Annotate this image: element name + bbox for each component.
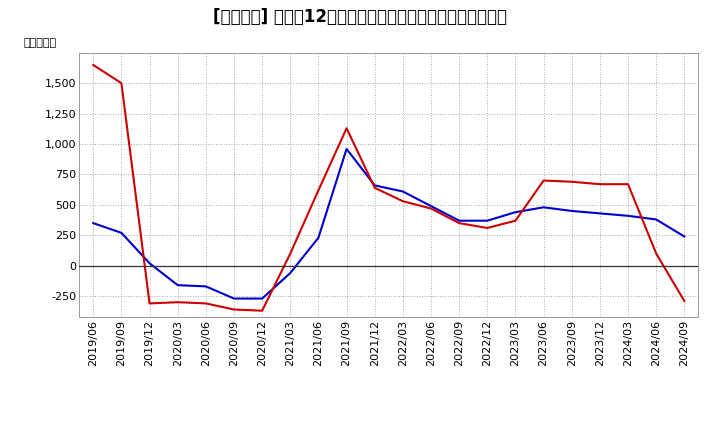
経常利益 [258,296,266,301]
当期純利益 [286,251,294,256]
当期純利益 [427,206,436,211]
当期純利益 [314,187,323,193]
経常利益 [595,211,604,216]
当期純利益 [511,218,520,224]
経常利益 [314,235,323,240]
経常利益 [680,234,688,239]
当期純利益 [230,307,238,312]
当期純利益 [117,81,126,86]
Text: （百万円）: （百万円） [24,37,57,48]
当期純利益 [399,198,408,204]
当期純利益 [174,300,182,305]
当期純利益 [455,220,464,226]
経常利益 [427,203,436,209]
当期純利益 [624,182,632,187]
当期純利益 [258,308,266,313]
当期純利益 [202,301,210,306]
当期純利益 [370,185,379,191]
当期純利益 [483,225,492,231]
当期純利益 [595,182,604,187]
経常利益 [370,183,379,188]
経常利益 [483,218,492,224]
経常利益 [230,296,238,301]
経常利益 [145,260,154,266]
経常利益 [202,284,210,289]
経常利益 [624,213,632,219]
経常利益 [117,230,126,235]
経常利益 [174,282,182,288]
経常利益 [455,218,464,224]
経常利益 [89,220,98,226]
経常利益 [342,146,351,151]
経常利益 [539,205,548,210]
当期純利益 [567,179,576,184]
当期純利益 [680,298,688,304]
経常利益 [399,189,408,194]
当期純利益 [652,251,660,256]
経常利益 [286,270,294,275]
Line: 経常利益: 経常利益 [94,149,684,299]
当期純利益 [342,125,351,131]
Text: [９４２４] 利益だ12か月移動合計の対前年同期増減額の推移: [９４２４] 利益だ12か月移動合計の対前年同期増減額の推移 [213,8,507,26]
経常利益 [652,217,660,222]
当期純利益 [89,62,98,68]
Line: 当期純利益: 当期純利益 [94,65,684,311]
当期純利益 [539,178,548,183]
経常利益 [511,209,520,215]
当期純利益 [145,301,154,306]
経常利益 [567,208,576,213]
